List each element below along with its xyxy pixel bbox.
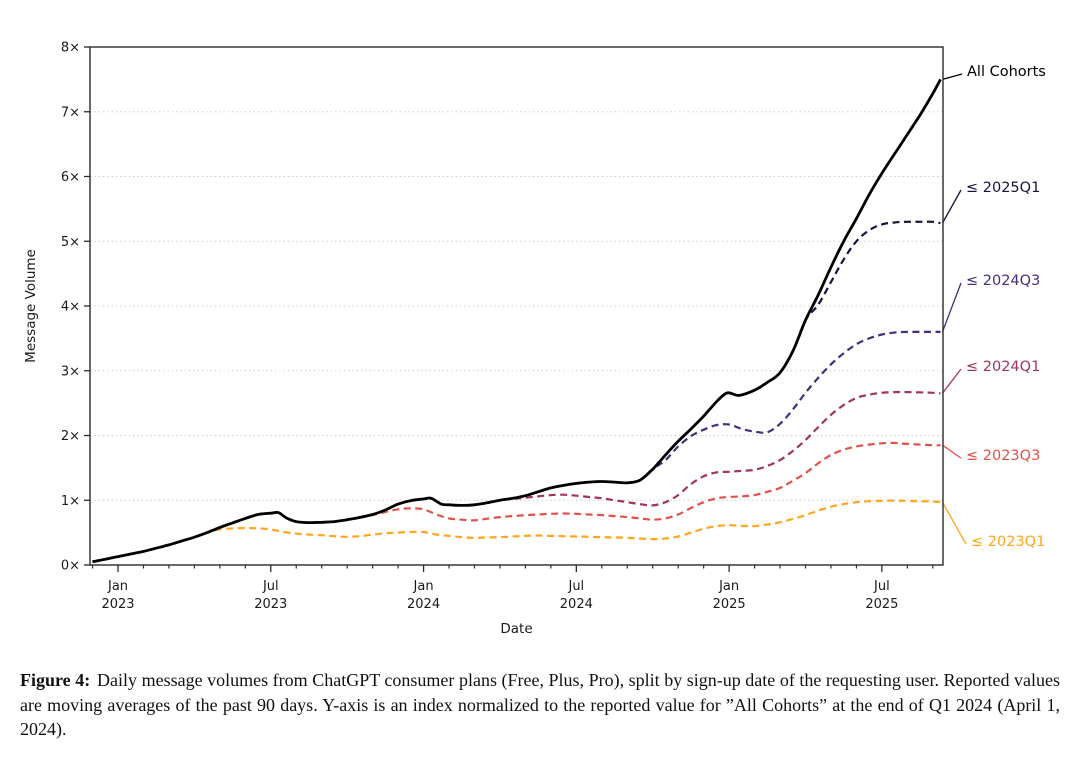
callout-leader-q3-2024 [941, 282, 962, 333]
x-tick-label-year: 2024 [407, 597, 440, 612]
x-axis-title: Date [500, 621, 532, 637]
callout-label-q1-2023: ≤ 2023Q1 [971, 534, 1045, 550]
callout-leader-q1-2025 [941, 189, 962, 224]
figure-caption: Figure 4: Daily message volumes from Chat… [20, 668, 1060, 742]
series-line-q1-2025 [92, 220, 941, 563]
callout-leader-all [942, 73, 963, 81]
y-tick-label: 0× [61, 559, 80, 574]
cohort-volume-chart: ≤ 2023Q1 ≤ 2023Q3 ≤ 2024Q1 ≤ 2024Q3 ≤ 2025Q1… [23, 41, 1046, 637]
x-tick-label-year: 2025 [713, 597, 746, 612]
series-line-all [92, 78, 942, 564]
callout-label-q1-2025: ≤ 2025Q1 [966, 180, 1040, 196]
x-tick-label-month: Jan [413, 579, 434, 594]
callout-leader-q1-2023 [941, 501, 967, 545]
callout-leader-q1-2024 [941, 368, 962, 394]
y-tick-label: 6× [61, 170, 80, 185]
series-line-q3-2023 [92, 441, 941, 563]
y-tick-label: 7× [61, 105, 80, 120]
y-tick-label: 3× [61, 364, 80, 379]
series-line-q1-2023 [92, 499, 941, 563]
x-tick-label-month: Jul [873, 579, 890, 594]
x-tick-label-month: Jan [718, 579, 739, 594]
callout-leader-q3-2023 [942, 444, 962, 459]
x-tick-label-year: 2024 [560, 597, 593, 612]
x-tick-label-year: 2023 [254, 597, 287, 612]
y-axis-title: Message Volume [23, 249, 39, 363]
x-tick-label-year: 2025 [865, 597, 898, 612]
caption-label: Figure 4: [20, 670, 91, 690]
y-tick-label: 4× [61, 300, 80, 315]
y-tick-label: 1× [61, 494, 80, 509]
callout-label-q3-2023: ≤ 2023Q3 [966, 448, 1040, 464]
x-tick-label-month: Jul [567, 579, 584, 594]
x-tick-label-month: Jan [107, 579, 128, 594]
x-tick-label-month: Jul [262, 579, 279, 594]
caption-text: Daily message volumes from ChatGPT consu… [20, 670, 1061, 739]
callout-label-all: All Cohorts [967, 64, 1046, 80]
x-tick-label-year: 2023 [101, 597, 134, 612]
y-tick-label: 8× [61, 41, 80, 56]
y-tick-label: 5× [61, 235, 80, 250]
y-tick-label: 2× [61, 429, 80, 444]
callout-label-q3-2024: ≤ 2024Q3 [966, 273, 1040, 289]
callout-label-q1-2024: ≤ 2024Q1 [966, 359, 1040, 375]
